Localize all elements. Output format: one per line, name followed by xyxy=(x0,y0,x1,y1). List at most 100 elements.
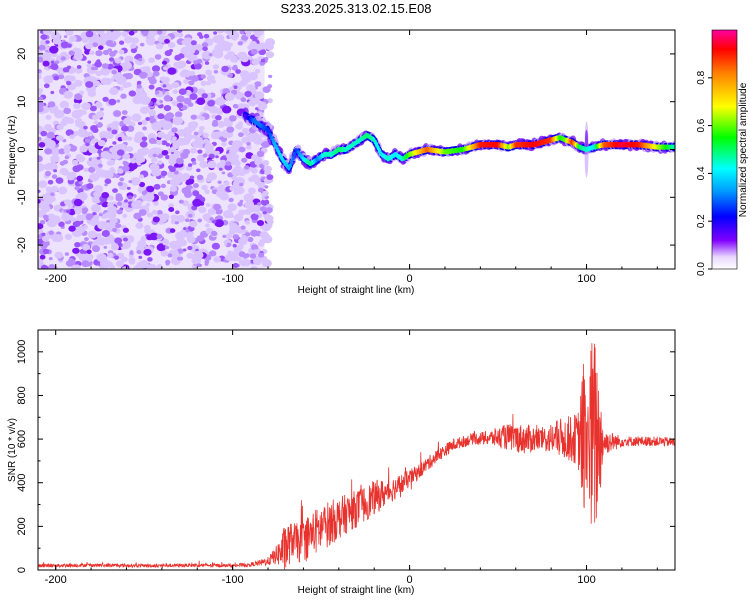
ridge-point xyxy=(291,155,295,161)
noise-blob xyxy=(211,242,220,250)
noise-blob xyxy=(160,194,169,201)
noise-blob xyxy=(251,154,259,161)
noise-blob xyxy=(43,214,49,220)
noise-blob xyxy=(147,34,155,40)
noise-blob xyxy=(252,30,259,34)
noise-blob xyxy=(215,115,222,121)
noise-blob xyxy=(260,58,266,63)
noise-blob xyxy=(208,105,219,114)
noise-blob xyxy=(199,116,206,121)
noise-blob xyxy=(122,61,132,70)
noise-blob xyxy=(50,90,55,95)
noise-blob xyxy=(102,49,110,56)
noise-blob xyxy=(109,147,116,153)
noise-blob xyxy=(111,120,120,128)
noise-blob xyxy=(205,81,212,86)
noise-blob xyxy=(196,263,201,268)
noise-blob xyxy=(111,129,118,135)
noise-blob xyxy=(150,97,157,103)
noise-blob xyxy=(64,252,69,256)
noise-blob xyxy=(100,67,111,76)
noise-blob xyxy=(192,134,199,140)
noise-blob xyxy=(135,222,144,229)
noise-blob xyxy=(165,262,170,266)
noise-blob xyxy=(250,48,258,55)
noise-blob xyxy=(207,160,217,169)
noise-blob xyxy=(58,74,65,80)
noise-blob xyxy=(161,150,169,156)
noise-blob xyxy=(122,227,129,233)
noise-blob xyxy=(131,113,142,122)
noise-blob xyxy=(119,200,129,209)
noise-blob xyxy=(196,115,202,120)
y-tick-label: 20 xyxy=(16,48,28,60)
noise-blob xyxy=(41,193,49,200)
colorbar-tick-label: 0.8 xyxy=(696,70,707,84)
noise-blob xyxy=(68,208,76,216)
noise-blob xyxy=(110,217,118,224)
noise-blob xyxy=(248,72,258,81)
noise-blob xyxy=(159,100,163,104)
noise-blob xyxy=(248,100,256,107)
noise-blob xyxy=(175,111,183,118)
noise-blob xyxy=(191,161,197,166)
noise-blob xyxy=(233,85,238,89)
noise-blob xyxy=(201,184,208,191)
noise-blob xyxy=(212,35,223,44)
noise-blob xyxy=(41,232,46,236)
noise-blob xyxy=(237,202,243,207)
noise-blob xyxy=(256,220,265,226)
noise-blob xyxy=(71,110,83,119)
noise-blob xyxy=(38,106,44,113)
noise-blob xyxy=(259,206,267,212)
colorbar-tick-label: 0.6 xyxy=(696,118,707,132)
noise-blob xyxy=(44,148,53,155)
noise-blob xyxy=(249,41,257,48)
noise-blob xyxy=(38,101,44,108)
noise-blob xyxy=(154,54,162,60)
noise-blob xyxy=(172,140,181,148)
noise-blob xyxy=(76,226,86,234)
noise-blob xyxy=(139,141,148,148)
colorbar-gradient xyxy=(711,29,738,270)
noise-blob xyxy=(107,252,114,258)
noise-blob xyxy=(265,38,275,47)
noise-blob xyxy=(228,197,234,203)
noise-blob xyxy=(151,210,158,215)
noise-blob xyxy=(139,42,145,47)
colorbar-tick-label: 0.0 xyxy=(696,262,707,276)
noise-blob xyxy=(130,159,136,164)
noise-blob xyxy=(76,65,82,69)
noise-blob xyxy=(223,181,230,186)
noise-blob xyxy=(196,97,206,105)
noise-blob xyxy=(48,218,58,227)
noise-blob xyxy=(262,160,270,166)
noise-blob xyxy=(245,220,251,225)
noise-blob xyxy=(188,125,196,132)
noise-blob xyxy=(171,127,178,133)
noise-blob xyxy=(55,177,64,184)
noise-blob xyxy=(244,253,250,258)
noise-blob xyxy=(39,254,46,260)
noise-blob xyxy=(141,119,148,126)
noise-blob xyxy=(121,31,129,37)
noise-blob xyxy=(240,260,247,267)
noise-blob xyxy=(127,195,133,200)
noise-blob xyxy=(45,186,53,192)
noise-blob xyxy=(232,179,243,188)
noise-blob xyxy=(101,230,110,237)
noise-blob xyxy=(95,101,102,106)
noise-blob xyxy=(92,42,99,48)
noise-blob xyxy=(83,125,88,130)
noise-blob xyxy=(248,187,256,195)
noise-blob xyxy=(125,72,133,80)
noise-blob xyxy=(151,168,162,177)
noise-blob xyxy=(199,126,205,131)
noise-blob xyxy=(171,81,180,89)
noise-blob xyxy=(145,117,151,121)
noise-blob xyxy=(81,260,90,268)
noise-blob xyxy=(249,253,257,259)
noise-blob xyxy=(42,30,53,35)
noise-blob xyxy=(104,78,112,86)
